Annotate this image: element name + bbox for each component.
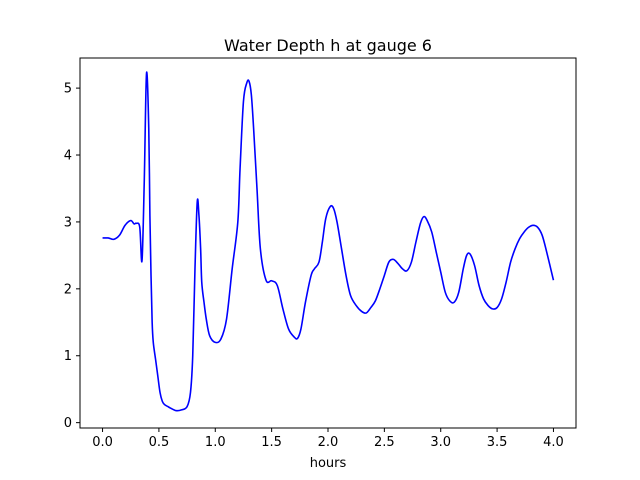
x-axis-label: hours — [310, 456, 347, 471]
series-line — [102, 71, 555, 412]
x-tick-label: 2.0 — [318, 435, 339, 450]
x-tick-label: 0.5 — [149, 435, 170, 450]
y-tick-label: 2 — [64, 282, 72, 297]
x-axis: 0.0 0.5 1.0 1.5 2.0 2.5 3.0 3.5 4.0 — [92, 428, 564, 450]
x-tick-label: 1.0 — [205, 435, 226, 450]
y-tick-label: 0 — [64, 416, 72, 431]
y-tick-label: 1 — [64, 349, 72, 364]
x-tick-label: 4.0 — [543, 435, 564, 450]
y-tick-label: 5 — [64, 82, 72, 97]
x-tick-label: 3.0 — [430, 435, 451, 450]
y-tick-label: 4 — [64, 149, 72, 164]
y-axis: 0 1 2 3 4 5 — [64, 82, 80, 431]
x-tick-label: 0.0 — [92, 435, 113, 450]
x-tick-label: 1.5 — [261, 435, 282, 450]
y-tick-label: 3 — [64, 215, 72, 230]
plot-frame — [79, 57, 577, 429]
series-layer — [102, 71, 555, 412]
x-tick-label: 3.5 — [487, 435, 508, 450]
x-tick-label: 2.5 — [374, 435, 395, 450]
plot-area — [79, 57, 577, 429]
chart-title: Water Depth h at gauge 6 — [224, 36, 432, 55]
